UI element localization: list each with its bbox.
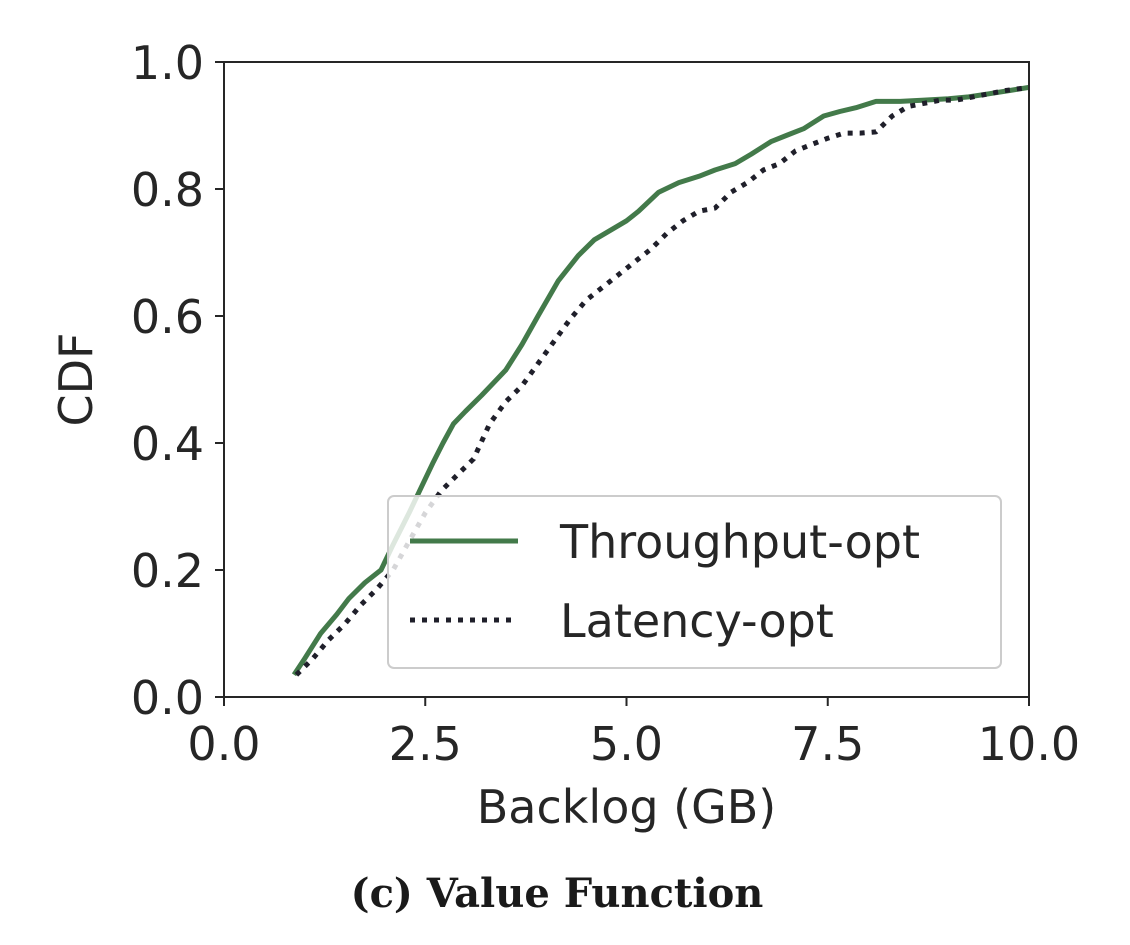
- series-line-latency-opt: [294, 84, 1030, 677]
- y-tick-label: 0.8: [131, 163, 204, 217]
- y-tick-label: 0.0: [131, 671, 204, 725]
- x-axis-label: Backlog (GB): [477, 780, 777, 834]
- x-tick-label: 7.5: [791, 717, 864, 771]
- x-tick-label: 10.0: [978, 717, 1080, 771]
- legend-label: Throughput-opt: [559, 515, 920, 569]
- legend: Throughput-opt Latency-opt: [387, 495, 1002, 669]
- legend-box: [387, 495, 1002, 669]
- x-tick-label: 2.5: [389, 717, 462, 771]
- y-tick-label: 1.0: [131, 36, 204, 90]
- legend-label: Latency-opt: [560, 594, 834, 648]
- y-tick-label: 0.4: [131, 417, 204, 471]
- y-tick-label: 0.2: [131, 544, 204, 598]
- x-tick-label: 5.0: [590, 717, 663, 771]
- x-tick-label: 0.0: [187, 717, 260, 771]
- y-tick-label: 0.6: [131, 290, 204, 344]
- y-axis-label: CDF: [49, 333, 103, 427]
- figure-caption: (c) Value Function: [351, 870, 764, 917]
- axes: 0.0 2.5 5.0 7.5 10.0 0.0 0.2 0.4 0.6 0.8 1.0: [131, 36, 1080, 771]
